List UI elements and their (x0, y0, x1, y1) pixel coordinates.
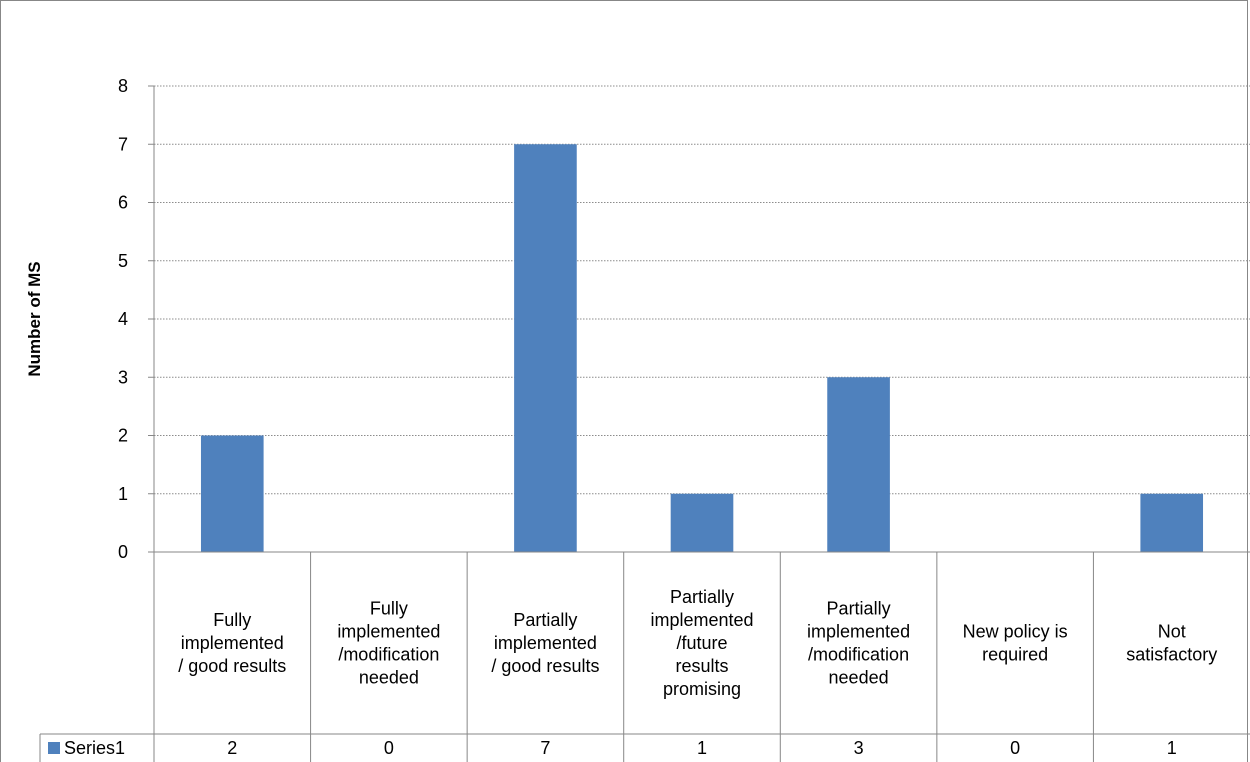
category-label: implemented (181, 633, 284, 653)
category-label: needed (359, 668, 419, 688)
table-value: 1 (1167, 738, 1177, 758)
y-tick-label: 0 (118, 542, 128, 562)
y-tick-label: 5 (118, 251, 128, 271)
table-value: 3 (854, 738, 864, 758)
category-label: Partially (670, 587, 734, 607)
category-label: Partially (827, 599, 891, 619)
category-label: required (982, 645, 1048, 665)
bar-3 (514, 144, 577, 552)
category-label: /future (676, 633, 727, 653)
table-value: 0 (1010, 738, 1020, 758)
category-label: results (675, 656, 728, 676)
y-tick-label: 6 (118, 193, 128, 213)
bar-5 (827, 377, 890, 552)
category-label: Fully (213, 610, 251, 630)
y-tick-label: 7 (118, 134, 128, 154)
category-label: Fully (370, 599, 408, 619)
category-label: Not (1158, 622, 1186, 642)
category-label: implemented (494, 633, 597, 653)
y-tick-label: 4 (118, 309, 128, 329)
legend-series-name: Series1 (64, 738, 125, 758)
y-tick-label: 1 (118, 484, 128, 504)
category-label: satisfactory (1126, 645, 1217, 665)
y-axis-title: Number of MS (25, 261, 44, 376)
y-tick-label: 8 (118, 76, 128, 96)
category-label: implemented (650, 610, 753, 630)
table-value: 2 (227, 738, 237, 758)
bar-1 (200, 435, 264, 552)
table-value: 7 (540, 738, 550, 758)
bar-4 (670, 493, 734, 552)
category-label: Partially (513, 610, 577, 630)
y-tick-label: 3 (118, 367, 128, 387)
category-label: /modification (338, 645, 439, 665)
y-tick-label: 2 (118, 426, 128, 446)
category-label: /modification (808, 645, 909, 665)
legend-swatch (48, 742, 60, 754)
bar-7 (1140, 493, 1204, 552)
table-value: 1 (697, 738, 707, 758)
category-label: needed (829, 668, 889, 688)
table-value: 0 (384, 738, 394, 758)
category-label: New policy is (963, 622, 1068, 642)
category-label: implemented (337, 622, 440, 642)
category-label: promising (663, 679, 741, 699)
category-label: implemented (807, 622, 910, 642)
category-label: / good results (178, 656, 286, 676)
category-label: / good results (491, 656, 599, 676)
